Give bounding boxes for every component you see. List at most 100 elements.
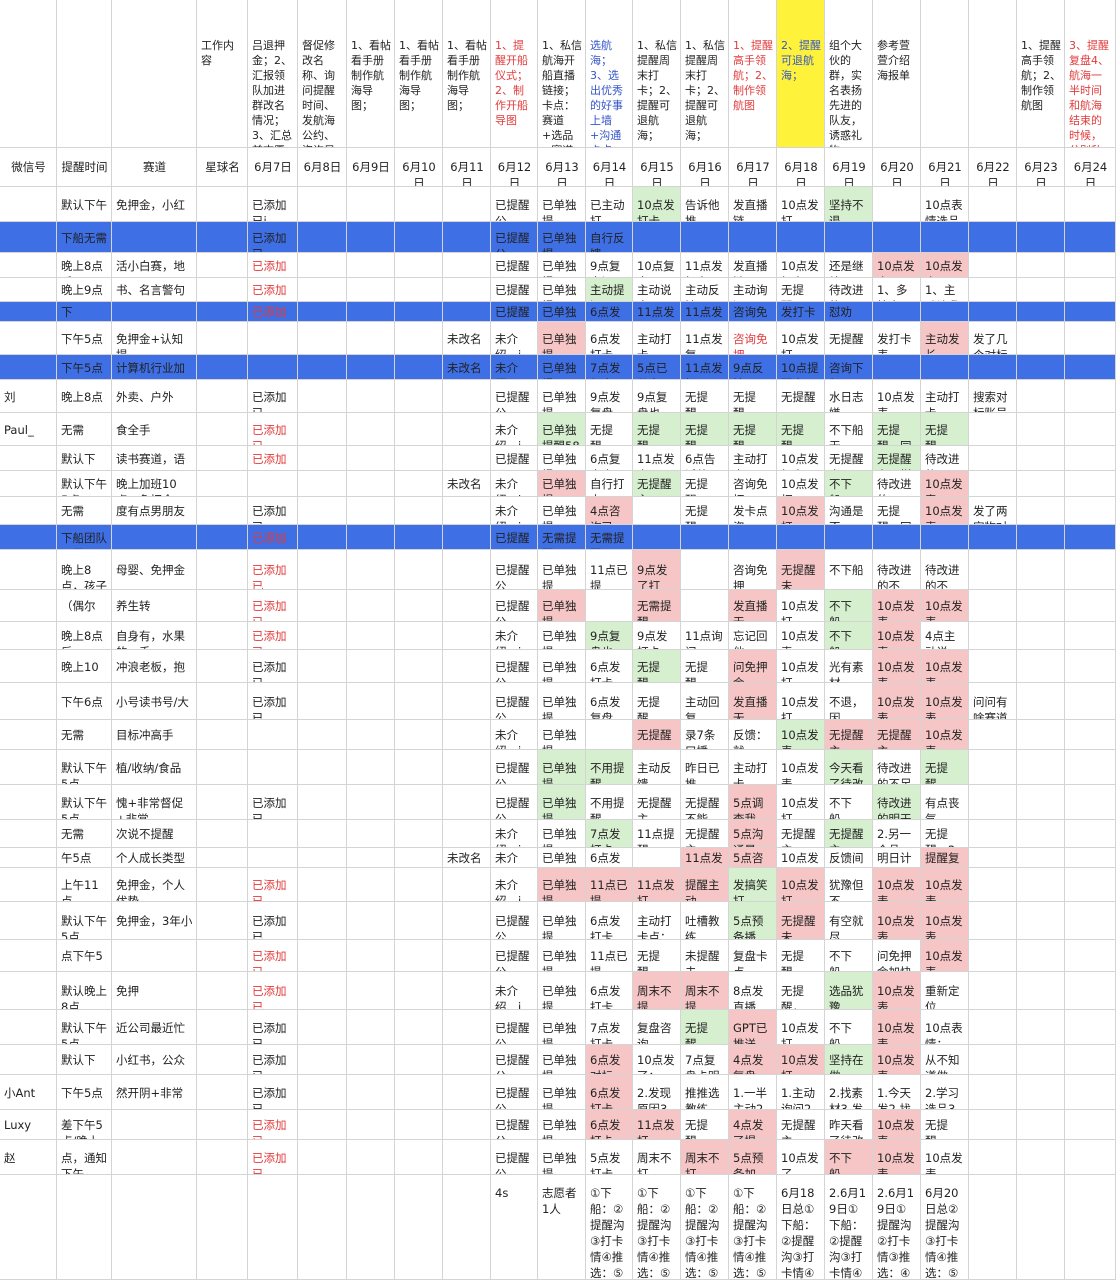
cell: [443, 278, 491, 302]
cell: [0, 446, 57, 471]
cell: [395, 590, 443, 622]
cell: [347, 683, 395, 720]
cell: [969, 471, 1017, 497]
cell: [1017, 446, 1065, 471]
cell: 无需: [57, 820, 112, 848]
cell: 提醒时间: [57, 148, 112, 187]
cell: 已单独提: [538, 1010, 586, 1045]
cell: 发搞笑打: [729, 868, 777, 902]
cell: 未改名: [443, 355, 491, 380]
cell: 午5点: [57, 848, 112, 868]
cell: 养生转: [112, 590, 197, 622]
cell: 10点发表: [921, 720, 969, 750]
cell: [347, 187, 395, 222]
cell: 已添加已: [248, 940, 298, 972]
cell: 待改进的不足：今天改进：把: [921, 550, 969, 590]
cell: [0, 590, 57, 622]
cell: [197, 750, 248, 785]
cell: [197, 1140, 248, 1175]
cell: [395, 550, 443, 590]
cell: 主动打卡，: [921, 380, 969, 413]
cell: [0, 1010, 57, 1045]
cell: 未介绍、i: [491, 868, 538, 902]
cell: [443, 187, 491, 222]
cell: [347, 1175, 395, 1280]
cell: [298, 940, 347, 972]
cell: 主动回复: [681, 683, 729, 720]
cell: 10点发打: [777, 848, 825, 868]
cell: 忘记回他: [729, 622, 777, 650]
cell: 默认下午5点: [57, 1010, 112, 1045]
cell: 无提醒，: [777, 972, 825, 1010]
cell: 晚上10: [57, 650, 112, 683]
cell: [1017, 413, 1065, 446]
cell: 2.另一个品: [873, 820, 921, 848]
cell: 怼劝退，: [825, 302, 873, 322]
cell: [873, 525, 921, 550]
cell: [1065, 413, 1116, 446]
cell: 无提醒，: [921, 1110, 969, 1140]
cell: [395, 1010, 443, 1045]
cell: [395, 497, 443, 525]
cell: [395, 1110, 443, 1140]
cell: [248, 720, 298, 750]
cell: 自行打卡: [586, 471, 633, 497]
cell: [112, 1110, 197, 1140]
cell: 10点复盘: [633, 253, 681, 278]
cell: 组个大伙的群，实名表扬先进的队友，诱惑礼物: [825, 0, 873, 148]
cell: [395, 940, 443, 972]
cell: [395, 650, 443, 683]
cell: [395, 322, 443, 355]
cell: 重新定位: [921, 972, 969, 1010]
cell: 发直播链: [729, 253, 777, 278]
cell: 外卖、户外: [112, 380, 197, 413]
cell: [443, 1045, 491, 1075]
cell: 7点发打卡: [586, 1010, 633, 1045]
cell: 下午6点: [57, 683, 112, 720]
cell: 无提醒，: [777, 940, 825, 972]
cell: [197, 413, 248, 446]
cell: 搜索对标账号也没有近期的视频: [969, 380, 1017, 413]
cell: [586, 590, 633, 622]
cell: 已单独提: [538, 446, 586, 471]
cell: 6月8日: [298, 148, 347, 187]
cell: [197, 1010, 248, 1045]
cell: 5点沟通是: [729, 820, 777, 848]
cell: [1065, 355, 1116, 380]
cell: 6点发打卡: [586, 322, 633, 355]
cell: 10点发打: [777, 785, 825, 820]
cell: [347, 750, 395, 785]
cell: [1017, 302, 1065, 322]
cell: [347, 650, 395, 683]
cell: [1017, 720, 1065, 750]
cell: 周末不提: [681, 972, 729, 1010]
cell: 赵: [0, 1140, 57, 1175]
cell: 11点提醒: [633, 820, 681, 848]
cell: 发了几个对标账号给她: [969, 322, 1017, 355]
cell: [1017, 820, 1065, 848]
cell: [248, 322, 298, 355]
cell: [443, 785, 491, 820]
cell: [1065, 1075, 1116, 1110]
cell: [298, 720, 347, 750]
cell: [395, 785, 443, 820]
cell: [197, 278, 248, 302]
cell: 9点复盘问: [586, 253, 633, 278]
cell: [969, 525, 1017, 550]
cell: 点下午5: [57, 940, 112, 972]
cell: 已添加已: [248, 1140, 298, 1175]
cell: 已提醒公: [491, 1045, 538, 1075]
cell: 已单独提: [538, 720, 586, 750]
cell: 10点发表: [921, 497, 969, 525]
cell: 已添加已: [248, 650, 298, 683]
cell: [298, 253, 347, 278]
cell: 有点丧气，: [921, 785, 969, 820]
cell: [298, 380, 347, 413]
cell: 10点发表: [873, 650, 921, 683]
cell: 无提醒主: [825, 820, 873, 848]
cell: [633, 497, 681, 525]
cell: 读书赛道，语: [112, 446, 197, 471]
cell: [1065, 525, 1116, 550]
cell: [969, 446, 1017, 471]
cell: 已添加已: [248, 972, 298, 1010]
